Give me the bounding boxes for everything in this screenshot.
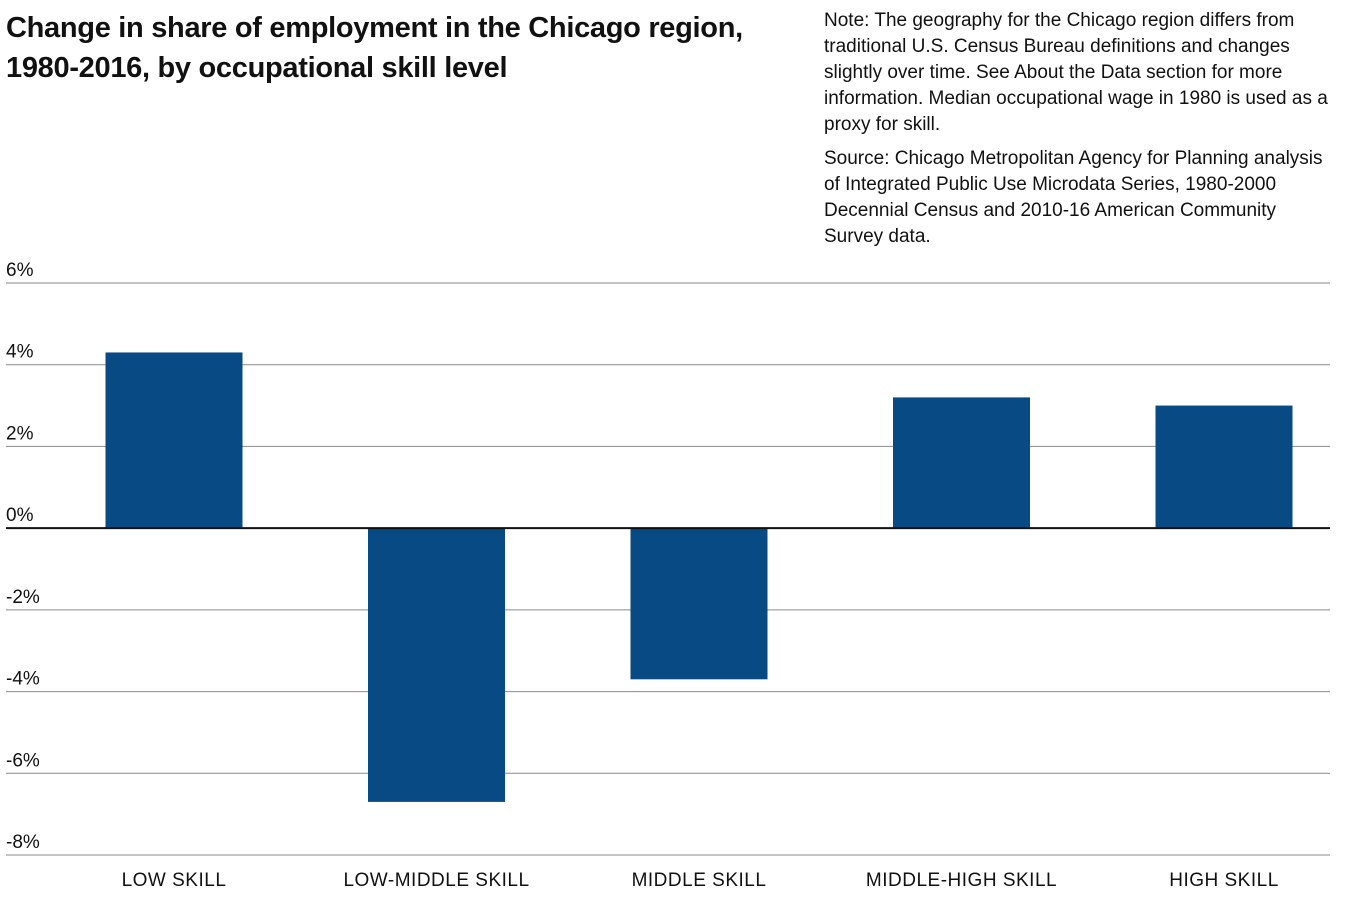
- bar: [105, 352, 243, 529]
- chart-title: Change in share of employment in the Chi…: [6, 12, 743, 84]
- note-text: Note: The geography for the Chicago regi…: [824, 10, 1328, 135]
- x-category-label: MIDDLE-HIGH SKILL: [866, 870, 1057, 891]
- x-axis-categories: LOW SKILL LOW-MIDDLE SKILL MIDDLE SKILL MID…: [122, 870, 1279, 891]
- bar: [630, 528, 768, 680]
- y-tick-label: 2%: [6, 423, 34, 444]
- notes-panel: Note: The geography for the Chicago regi…: [824, 8, 1334, 258]
- y-tick-label: -8%: [6, 832, 40, 853]
- x-category-label: HIGH SKILL: [1169, 870, 1279, 891]
- source-text: Source: Chicago Metropolitan Agency for …: [824, 148, 1323, 247]
- bar: [893, 397, 1030, 529]
- y-tick-label: 0%: [6, 505, 34, 526]
- y-tick-label: 6%: [6, 260, 34, 281]
- bar: [368, 528, 505, 802]
- y-axis-ticks: 6% 4% 2% 0% -2% -4% -6% -8%: [6, 260, 40, 853]
- x-category-label: LOW SKILL: [122, 870, 227, 891]
- y-tick-label: -2%: [6, 587, 40, 608]
- y-tick-label: 4%: [6, 342, 34, 363]
- bars: [105, 352, 1293, 802]
- y-tick-label: -4%: [6, 669, 40, 690]
- y-tick-label: -6%: [6, 750, 40, 771]
- bar: [1155, 405, 1293, 529]
- x-category-label: LOW-MIDDLE SKILL: [343, 870, 529, 891]
- x-category-label: MIDDLE SKILL: [632, 870, 767, 891]
